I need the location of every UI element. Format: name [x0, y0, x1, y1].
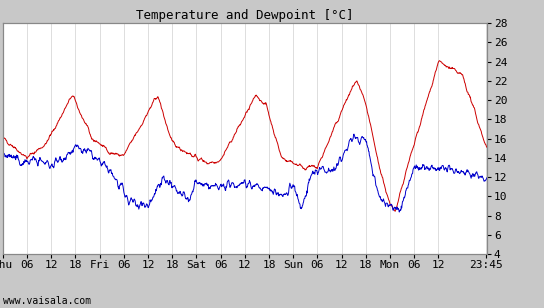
- Text: www.vaisala.com: www.vaisala.com: [3, 297, 91, 306]
- Title: Temperature and Dewpoint [°C]: Temperature and Dewpoint [°C]: [136, 9, 354, 22]
